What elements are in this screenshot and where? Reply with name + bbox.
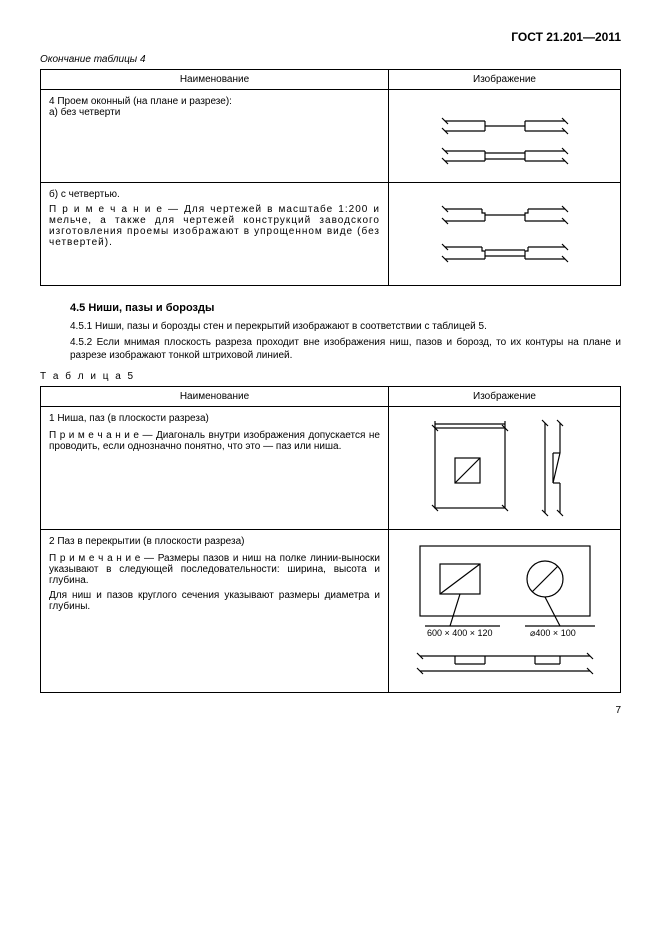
- t4r2-line1: б) с четвертью.: [49, 189, 380, 200]
- table5-row2-name: 2 Паз в перекрытии (в плоскости разреза)…: [41, 529, 389, 692]
- table5-head-img: Изображение: [389, 386, 621, 406]
- section-4-5-title: 4.5 Ниши, пазы и борозды: [70, 302, 621, 314]
- t5r2-note: П р и м е ч а н и е — Размеры пазов и ни…: [49, 553, 380, 586]
- table5: Наименование Изображение 1 Ниша, паз (в …: [40, 386, 621, 693]
- dim-label-1: 600 × 400 × 120: [427, 628, 493, 638]
- table4-row2-image: [389, 183, 621, 286]
- table4: Наименование Изображение 4 Проем оконный…: [40, 69, 621, 286]
- slab-groove-icon: 600 × 400 × 120 ⌀400 × 100: [405, 536, 605, 686]
- t4r2-note-text: П р и м е ч а н и е — Для чертежей в мас…: [49, 204, 380, 248]
- table5-row1-image: [389, 406, 621, 529]
- table5-head-name: Наименование: [41, 386, 389, 406]
- dim-label-2: ⌀400 × 100: [530, 628, 576, 638]
- table4-caption: Окончание таблицы 4: [40, 54, 621, 65]
- window-opening-with-quarter-icon: [430, 189, 580, 279]
- table5-row2-image: 600 × 400 × 120 ⌀400 × 100: [389, 529, 621, 692]
- standard-header: ГОСТ 21.201—2011: [40, 30, 621, 44]
- t5r1-line1: 1 Ниша, паз (в плоскости разреза): [49, 413, 380, 424]
- table5-label: Т а б л и ц а 5: [40, 371, 621, 382]
- table4-row2-name: б) с четвертью. П р и м е ч а н и е — Дл…: [41, 183, 389, 286]
- niche-groove-icon: [415, 413, 595, 523]
- t5r2-note-text: П р и м е ч а н и е — Размеры пазов и ни…: [49, 553, 380, 586]
- t5r1-note-text: П р и м е ч а н и е — Диагональ внутри и…: [49, 430, 380, 452]
- table4-row1-name: 4 Проем оконный (на плане и разрезе): а)…: [41, 90, 389, 183]
- t4r1-line1: 4 Проем оконный (на плане и разрезе):: [49, 96, 380, 107]
- para-4-5-1: 4.5.1 Ниши, пазы и борозды стен и перекр…: [70, 320, 621, 334]
- t5r1-note: П р и м е ч а н и е — Диагональ внутри и…: [49, 430, 380, 452]
- table4-row1-image: [389, 90, 621, 183]
- t5r2-extra: Для ниш и пазов круглого сечения указыва…: [49, 590, 380, 612]
- t5r2-line1: 2 Паз в перекрытии (в плоскости разреза): [49, 536, 380, 547]
- t4r2-note: П р и м е ч а н и е — Для чертежей в мас…: [49, 204, 380, 248]
- table5-row1-name: 1 Ниша, паз (в плоскости разреза) П р и …: [41, 406, 389, 529]
- para-4-5-2: 4.5.2 Если мнимая плоскость разреза прох…: [70, 336, 621, 363]
- table4-head-img: Изображение: [389, 70, 621, 90]
- window-opening-no-quarter-icon: [430, 96, 580, 176]
- table4-head-name: Наименование: [41, 70, 389, 90]
- t4r1-line2: а) без четверти: [49, 107, 380, 118]
- page-number: 7: [40, 705, 621, 716]
